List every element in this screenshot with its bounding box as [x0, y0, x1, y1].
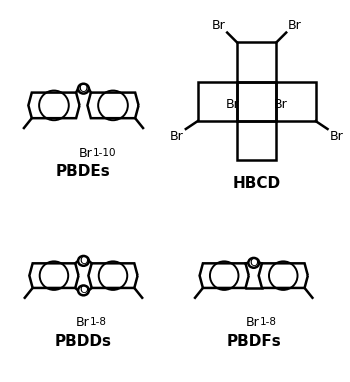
Ellipse shape	[248, 258, 259, 268]
Text: 1-10: 1-10	[92, 148, 116, 158]
Text: Br: Br	[78, 147, 92, 160]
Bar	[237, 42, 276, 82]
Ellipse shape	[78, 256, 89, 266]
Text: O: O	[249, 258, 258, 268]
Bar	[198, 82, 237, 121]
Text: Br: Br	[226, 98, 240, 111]
Text: O: O	[79, 82, 88, 95]
Text: 1-8: 1-8	[260, 317, 276, 327]
Text: HBCD: HBCD	[233, 176, 281, 191]
Text: Br: Br	[329, 130, 343, 143]
Text: O: O	[79, 285, 88, 295]
Bar	[276, 82, 316, 121]
Text: PBDEs: PBDEs	[56, 164, 111, 180]
Text: Br: Br	[170, 130, 184, 143]
Text: O: O	[79, 256, 88, 266]
Bar	[237, 121, 276, 160]
Text: PBDFs: PBDFs	[226, 334, 281, 349]
Text: Br: Br	[211, 19, 225, 32]
Text: Br: Br	[246, 316, 260, 329]
Text: Br: Br	[288, 19, 302, 32]
Bar	[237, 82, 276, 121]
Ellipse shape	[78, 84, 89, 94]
Text: 1-8: 1-8	[89, 317, 106, 327]
Text: Br: Br	[76, 316, 89, 329]
Text: Br: Br	[273, 98, 287, 111]
Ellipse shape	[78, 285, 89, 295]
Text: PBDDs: PBDDs	[55, 334, 112, 349]
